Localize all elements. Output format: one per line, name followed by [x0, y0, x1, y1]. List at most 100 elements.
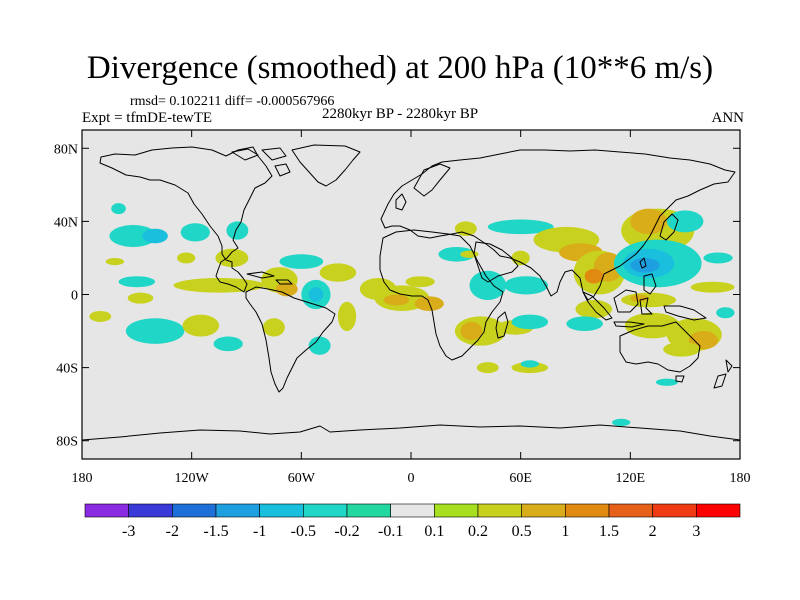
coastline-sumatra	[582, 291, 613, 321]
colorbar-swatch	[84, 503, 129, 518]
colorbar: -3 -2 -1.5 -1 -0.5 -0.2 -0.1 0.1 0.2 0.5 1 1.5 2 3	[84, 503, 741, 540]
coastline-british-isles	[395, 193, 407, 211]
colorbar-swatch	[215, 503, 260, 518]
contour-region-42	[487, 219, 554, 235]
y-tick-label: 0	[71, 289, 78, 304]
contour-region-59	[566, 316, 603, 332]
coastline-tasmania	[675, 375, 685, 383]
x-tick-label: 60W	[288, 471, 316, 486]
contour-region-21	[213, 336, 243, 352]
coastline-borneo	[613, 289, 639, 313]
contour-fill-layer	[89, 203, 735, 427]
x-tick-label: 120W	[175, 471, 210, 486]
contour-region-8	[105, 257, 125, 266]
contour-region-47	[584, 268, 603, 284]
colorbar-swatch	[434, 503, 479, 518]
contour-region-18	[125, 318, 185, 344]
axis-layer: 180 120W 60W 0 60E 120E 180 80N 40N 0 40S 80S	[54, 130, 751, 486]
coastline-arabia	[473, 241, 519, 283]
colorbar-label: 2	[649, 523, 657, 540]
coastline-antarctica	[82, 424, 740, 441]
contour-region-53	[630, 257, 660, 273]
contour-region-26	[383, 294, 410, 306]
x-tick-label: 180	[730, 471, 751, 486]
colorbar-swatch	[172, 503, 217, 518]
contour-region-10	[173, 278, 265, 293]
coastline-arctic-islands	[231, 147, 291, 177]
colorbar-label: -2	[166, 523, 179, 540]
contour-region-37	[511, 314, 549, 330]
contour-region-63	[663, 342, 700, 357]
contour-region-16	[308, 287, 324, 302]
colorbar-label: 3	[692, 523, 700, 540]
contour-region-2	[111, 203, 126, 215]
contour-region-23	[308, 336, 331, 355]
coastline-layer	[82, 144, 740, 441]
y-tick-label: 80S	[56, 435, 78, 450]
contour-region-57	[630, 294, 649, 302]
coastline-greenland	[291, 144, 361, 187]
colorbar-swatch	[696, 503, 741, 518]
contour-region-17	[337, 301, 357, 332]
colorbar-label: 0.5	[512, 523, 532, 540]
colorbar-swatch	[565, 503, 610, 518]
contour-region-32	[469, 270, 507, 300]
contour-region-40	[520, 360, 539, 368]
colorbar-label: 0.1	[424, 523, 444, 540]
contour-region-62	[688, 331, 719, 350]
contour-region-29	[438, 246, 475, 262]
coastline-south-america	[245, 286, 336, 393]
coastline-madagascar	[495, 311, 509, 339]
coastline-philippines	[639, 257, 657, 295]
coastline-north-america	[99, 146, 273, 293]
contour-region-6	[177, 252, 196, 264]
colorbar-swatch	[128, 503, 173, 518]
colorbar-swatch	[303, 503, 348, 518]
contour-region-35	[460, 321, 483, 341]
contour-region-56	[621, 292, 677, 308]
contour-region-31	[511, 250, 530, 266]
colorbar-label: -0.5	[291, 523, 316, 540]
contour-region-13	[279, 254, 324, 269]
coastline-africa	[379, 229, 504, 361]
contour-region-19	[89, 310, 112, 322]
contour-region-38	[476, 362, 499, 374]
chart-title: Divergence (smoothed) at 200 hPa (10**6 …	[86, 50, 714, 86]
colorbar-swatch	[608, 503, 653, 518]
season-label: ANN	[711, 110, 745, 126]
time-period: 2280kyr BP - 2280kyr BP	[322, 106, 479, 122]
colorbar-label: -1	[253, 523, 266, 540]
x-tick-label: 0	[408, 471, 415, 486]
contour-region-33	[504, 276, 549, 295]
contour-region-65	[716, 307, 735, 319]
colorbar-label: 1	[561, 523, 569, 540]
colorbar-label: 0.2	[468, 523, 488, 540]
colorbar-swatch	[477, 503, 522, 518]
colorbar-label: 1.5	[599, 523, 619, 540]
colorbar-swatch	[652, 503, 697, 518]
contour-region-0	[109, 225, 157, 247]
coastline-australia	[619, 321, 701, 373]
contour-region-20	[182, 314, 220, 337]
contour-region-22	[262, 318, 285, 337]
coastline-scandinavia	[413, 163, 451, 197]
colorbar-label: -3	[122, 523, 135, 540]
contour-region-66	[612, 418, 631, 427]
contour-region-5	[215, 248, 249, 268]
contour-region-54	[703, 252, 733, 264]
coastline-java	[613, 321, 645, 328]
colorbar-swatch	[259, 503, 304, 518]
rmsd-stats: rmsd= 0.102211 diff= -0.000567966	[130, 94, 335, 109]
y-tick-label: 40N	[54, 215, 78, 230]
coastline-japan	[659, 213, 679, 241]
contour-region-49	[630, 208, 667, 235]
colorbar-label: -0.2	[334, 523, 359, 540]
contour-region-7	[118, 276, 156, 288]
coastline-new-zealand	[713, 359, 733, 389]
contour-region-12	[275, 281, 298, 297]
contour-region-64	[655, 378, 678, 386]
colorbar-swatch	[346, 503, 391, 518]
y-tick-label: 80N	[54, 142, 78, 157]
contour-region-3	[180, 223, 210, 242]
